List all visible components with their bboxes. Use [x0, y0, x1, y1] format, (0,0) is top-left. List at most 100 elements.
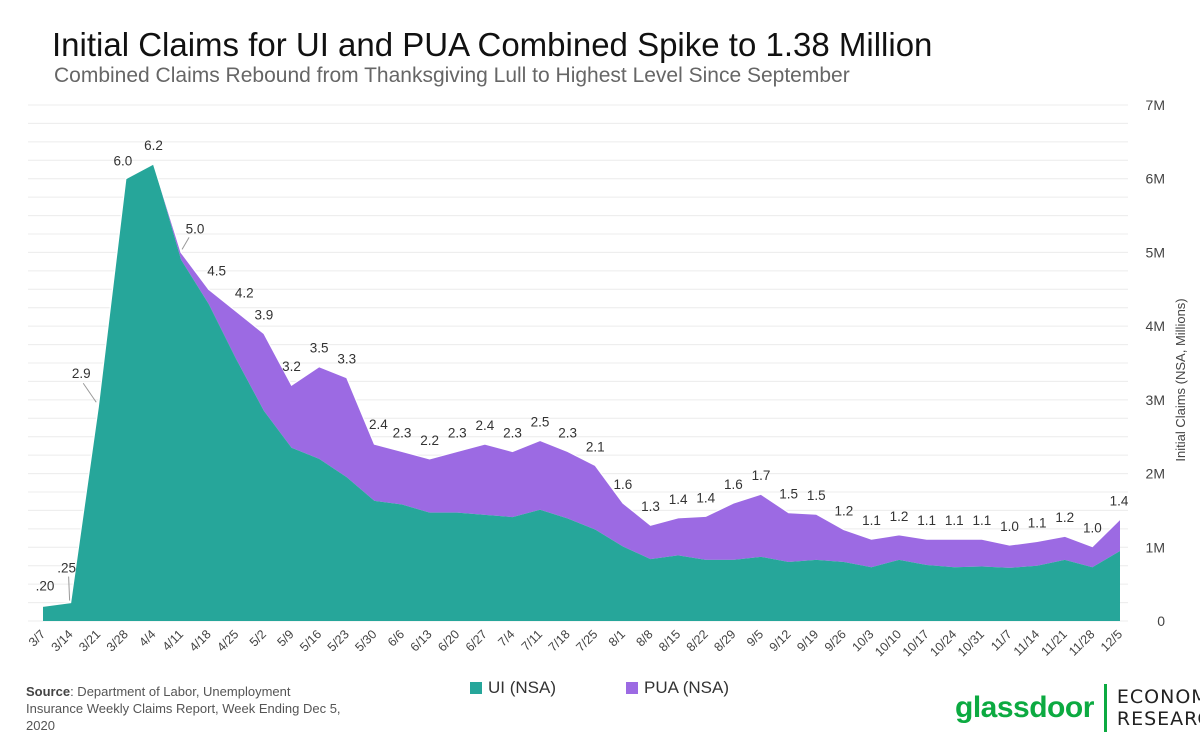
- x-tick-label: 7/18: [546, 627, 573, 654]
- data-label: 1.4: [1110, 493, 1129, 508]
- x-tick-label: 7/11: [519, 627, 545, 653]
- x-tick-label: 5/30: [352, 627, 379, 654]
- x-tick-label: 8/8: [633, 627, 655, 649]
- legend-swatch-ui: [470, 682, 482, 694]
- x-tick-label: 10/17: [900, 627, 932, 659]
- y-tick-label: 2M: [1146, 466, 1165, 482]
- x-tick-label: 9/19: [794, 627, 821, 654]
- x-tick-label: 5/2: [247, 627, 269, 649]
- data-label: 2.4: [475, 418, 494, 433]
- x-tick-label: 10/31: [955, 627, 987, 659]
- legend-label-ui: UI (NSA): [488, 678, 556, 697]
- x-tick-label: 8/22: [684, 627, 711, 654]
- ui-area: [43, 163, 1120, 621]
- y-tick-label: 4M: [1146, 318, 1165, 334]
- total-outline: [42, 163, 1121, 607]
- y-tick-label: 0: [1157, 613, 1165, 629]
- x-tick-label: 6/6: [385, 627, 407, 649]
- data-label: 3.9: [255, 308, 274, 323]
- data-label: 1.1: [862, 513, 881, 528]
- x-tick-label: 5/16: [297, 627, 324, 654]
- x-tick-label: 10/24: [927, 627, 959, 659]
- x-tick-label: 9/12: [767, 627, 794, 654]
- x-tick-label: 4/4: [136, 627, 158, 649]
- data-label: 2.3: [448, 425, 467, 440]
- data-label: 1.1: [973, 513, 992, 528]
- x-tick-label: 6/27: [463, 627, 490, 654]
- label-leader: [181, 237, 190, 250]
- data-label: 1.3: [641, 499, 660, 514]
- label-leader: [68, 576, 71, 601]
- x-tick-label: 11/14: [1011, 627, 1042, 658]
- x-tick-label: 5/9: [274, 627, 296, 649]
- chart-title: Initial Claims for UI and PUA Combined S…: [52, 26, 933, 63]
- x-tick-label: 7/4: [495, 627, 517, 649]
- label-leader: [82, 382, 97, 403]
- x-tick-label: 4/25: [214, 627, 241, 654]
- data-label: 4.5: [207, 263, 226, 278]
- y-axis: 0 1M 2M 3M 4M 5M 6M 7M: [1146, 97, 1166, 629]
- data-label: 2.9: [72, 366, 91, 381]
- x-tick-label: 6/20: [435, 627, 462, 654]
- brand-name: glassdoor: [955, 691, 1094, 724]
- brand-line-1: ECONOMIC: [1116, 686, 1200, 708]
- x-tick-label: 9/26: [822, 627, 849, 654]
- x-tick-label: 5/23: [325, 627, 352, 654]
- x-tick-label: 10/10: [872, 627, 904, 659]
- data-label: .25: [57, 561, 76, 576]
- data-label: 2.5: [531, 414, 550, 429]
- data-label: 1.2: [890, 509, 909, 524]
- data-label: 1.4: [669, 492, 688, 507]
- data-labels: .20.25 2.9 6.0 6.2 5.0 4.5 4.23.9 3.2 3.5 3.3 2.4 2…: [36, 138, 1129, 593]
- data-label: 2.4: [369, 417, 388, 432]
- data-label: 1.0: [1000, 519, 1019, 534]
- data-label: 1.4: [696, 490, 715, 505]
- brand-subtitle: ECONOMIC RESEARCH: [1117, 686, 1200, 730]
- x-axis: 3/7 3/14 3/21 3/28 4/4 4/11 4/18 4/25 5/2 5/9 5/16…: [26, 627, 1125, 659]
- data-label: 1.6: [724, 477, 743, 492]
- y-axis-label: Initial Claims (NSA, Millions): [1173, 298, 1188, 461]
- x-tick-label: 4/18: [187, 627, 214, 654]
- y-tick-label: 3M: [1146, 392, 1165, 408]
- x-tick-label: 12/5: [1098, 627, 1125, 654]
- data-label: 4.2: [235, 285, 254, 300]
- data-label: 2.3: [503, 425, 522, 440]
- data-label: 1.5: [779, 487, 798, 502]
- y-tick-label: 1M: [1146, 539, 1165, 555]
- x-tick-label: 3/14: [49, 627, 76, 654]
- data-label: 1.2: [1055, 510, 1074, 525]
- data-label: 6.0: [113, 154, 132, 169]
- legend-swatch-pua: [626, 682, 638, 694]
- label-leaders: [68, 237, 190, 601]
- y-tick-label: 5M: [1146, 244, 1165, 260]
- source-note: Source: Department of Labor, Unemploymen…: [26, 683, 346, 734]
- brand-line-2: RESEARCH: [1116, 708, 1200, 730]
- data-label: 2.2: [420, 433, 439, 448]
- data-label: 1.1: [945, 513, 964, 528]
- source-text: : Department of Labor, Unemployment Insu…: [26, 684, 341, 733]
- data-label: 1.1: [917, 513, 936, 528]
- data-label: 3.5: [310, 341, 329, 356]
- x-tick-label: 8/29: [711, 627, 738, 654]
- data-label: 1.7: [752, 468, 771, 483]
- data-label: 1.0: [1083, 521, 1102, 536]
- legend-label-pua: PUA (NSA): [644, 678, 730, 697]
- x-tick-label: 3/21: [76, 627, 103, 654]
- x-tick-label: 8/1: [606, 627, 628, 649]
- data-label: 6.2: [144, 138, 163, 153]
- x-tick-label: 11/28: [1066, 627, 1097, 658]
- source-label: Source: [26, 684, 71, 699]
- data-label: .20: [36, 578, 55, 593]
- data-label: 5.0: [186, 221, 205, 236]
- data-label: 1.2: [834, 504, 853, 519]
- pua-area: [43, 163, 1120, 607]
- chart-subtitle: Combined Claims Rebound from Thanksgivin…: [54, 64, 850, 87]
- x-tick-label: 3/28: [104, 627, 131, 654]
- x-tick-label: 4/11: [160, 627, 186, 653]
- data-label: 3.2: [282, 359, 301, 374]
- x-tick-label: 3/7: [26, 627, 48, 649]
- data-label: 2.1: [586, 439, 605, 454]
- data-label: 2.3: [393, 425, 412, 440]
- data-label: 1.5: [807, 488, 826, 503]
